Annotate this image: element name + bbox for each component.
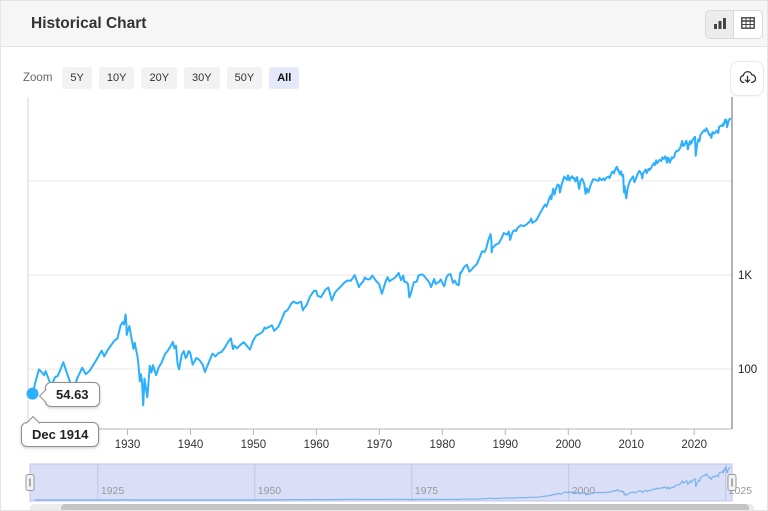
table-icon [741, 17, 755, 32]
navigator-label-1925: 1925 [101, 485, 125, 497]
x-tick-label-1950: 1950 [241, 439, 267, 451]
x-tick-label-2020: 2020 [681, 439, 707, 451]
tooltip-value-text: 54.63 [56, 387, 89, 402]
zoom-button-all[interactable]: All [269, 67, 300, 89]
chart-view-button[interactable] [706, 11, 734, 38]
zoom-label: Zoom [23, 72, 53, 84]
navigator-label-2000: 2000 [572, 485, 596, 497]
view-toggle-group [705, 10, 763, 39]
navigator-label-1975: 1975 [415, 485, 439, 497]
zoom-button-group: 5Y 10Y 20Y 30Y 50Y All [62, 67, 300, 89]
zoom-range-toolbar: Zoom 5Y 10Y 20Y 30Y 50Y All [23, 67, 300, 89]
export-button[interactable] [730, 61, 764, 96]
y-tick-label-1K: 1K [738, 270, 752, 282]
price-line-series[interactable] [31, 117, 732, 407]
bar-chart-icon [713, 17, 727, 33]
scrollbar-thumb[interactable] [61, 504, 749, 511]
tooltip-date-text: Dec 1914 [32, 427, 89, 442]
x-tick-label-1960: 1960 [304, 439, 330, 451]
navigator: 1925 1950 1975 2000 2025 [25, 463, 752, 502]
tooltip-value: 54.63 [38, 382, 100, 407]
scrollbar [30, 504, 754, 511]
navigator-series [34, 465, 731, 501]
navigator-label-1950: 1950 [258, 485, 282, 497]
zoom-button-5y[interactable]: 5Y [62, 67, 92, 89]
x-tick-label-1970: 1970 [367, 439, 393, 451]
zoom-button-10y[interactable]: 10Y [98, 67, 135, 89]
card-header: Historical Chart [1, 1, 767, 47]
cloud-download-icon [738, 69, 757, 89]
x-tick-label-2010: 2010 [618, 439, 644, 451]
page-title: Historical Chart [31, 15, 147, 32]
zoom-button-30y[interactable]: 30Y [184, 67, 220, 89]
navigator-right-handle[interactable] [727, 474, 737, 491]
tooltip-date: Dec 1914 [21, 415, 100, 447]
x-tick-label-1930: 1930 [115, 439, 141, 451]
zoom-button-50y[interactable]: 50Y [226, 67, 263, 89]
navigator-left-handle[interactable] [25, 474, 35, 491]
selected-point-marker[interactable] [26, 387, 39, 400]
x-tick-label-1990: 1990 [493, 439, 519, 451]
x-tick-label-1980: 1980 [430, 439, 456, 451]
zoom-button-20y[interactable]: 20Y [141, 67, 178, 89]
x-tick-label-2000: 2000 [555, 439, 581, 451]
y-tick-label-100: 100 [738, 364, 757, 376]
x-tick-label-1940: 1940 [178, 439, 204, 451]
table-view-button[interactable] [734, 11, 762, 38]
